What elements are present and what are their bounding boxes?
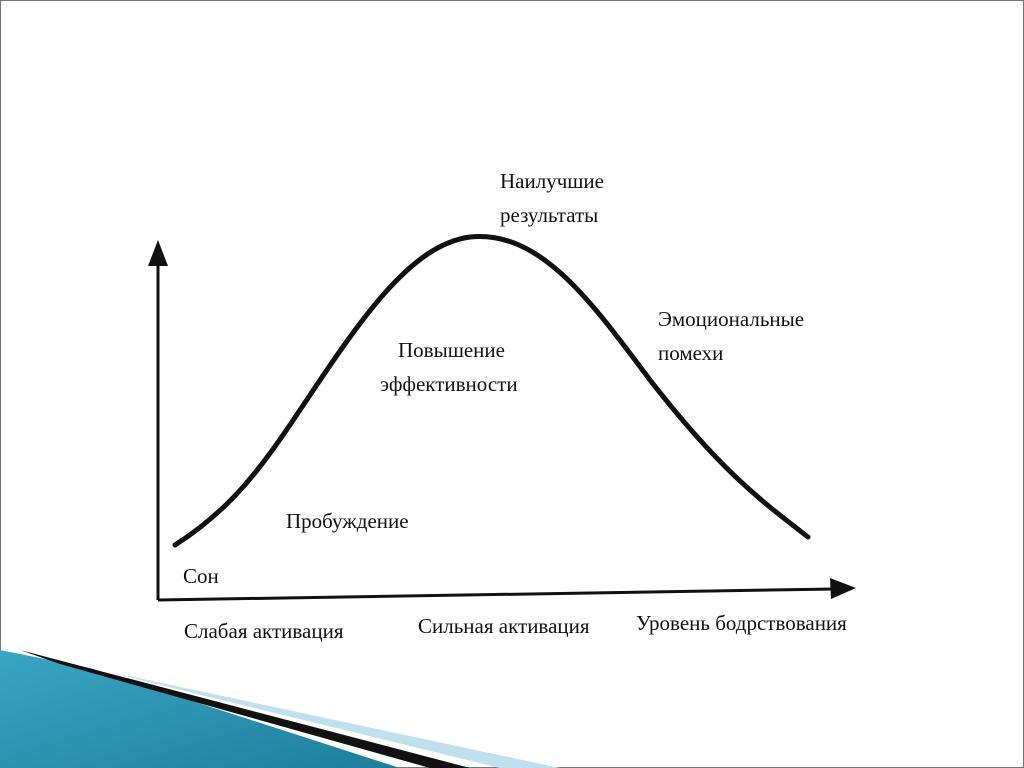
- axis-label: Слабая активация: [184, 619, 344, 643]
- label: Сон: [183, 564, 219, 588]
- activation-curve: [172, 234, 811, 548]
- axis-label: Сильная активация: [418, 614, 590, 638]
- y-axis-arrow: [148, 240, 168, 266]
- decor-light: [110, 672, 560, 768]
- label: Пробуждение: [286, 509, 409, 533]
- label: эффективности: [380, 372, 518, 396]
- decor-teal: [0, 650, 400, 768]
- decor-dark: [20, 650, 470, 768]
- label: результаты: [500, 203, 598, 227]
- label: Наилучшие: [500, 169, 604, 193]
- label: Повышение: [398, 338, 505, 362]
- axis-label: Уровень бодрствования: [636, 611, 847, 635]
- x-axis-arrow: [830, 578, 856, 599]
- label: помехи: [658, 341, 723, 365]
- label: Эмоциональные: [658, 307, 804, 331]
- x-axis: [157, 587, 836, 602]
